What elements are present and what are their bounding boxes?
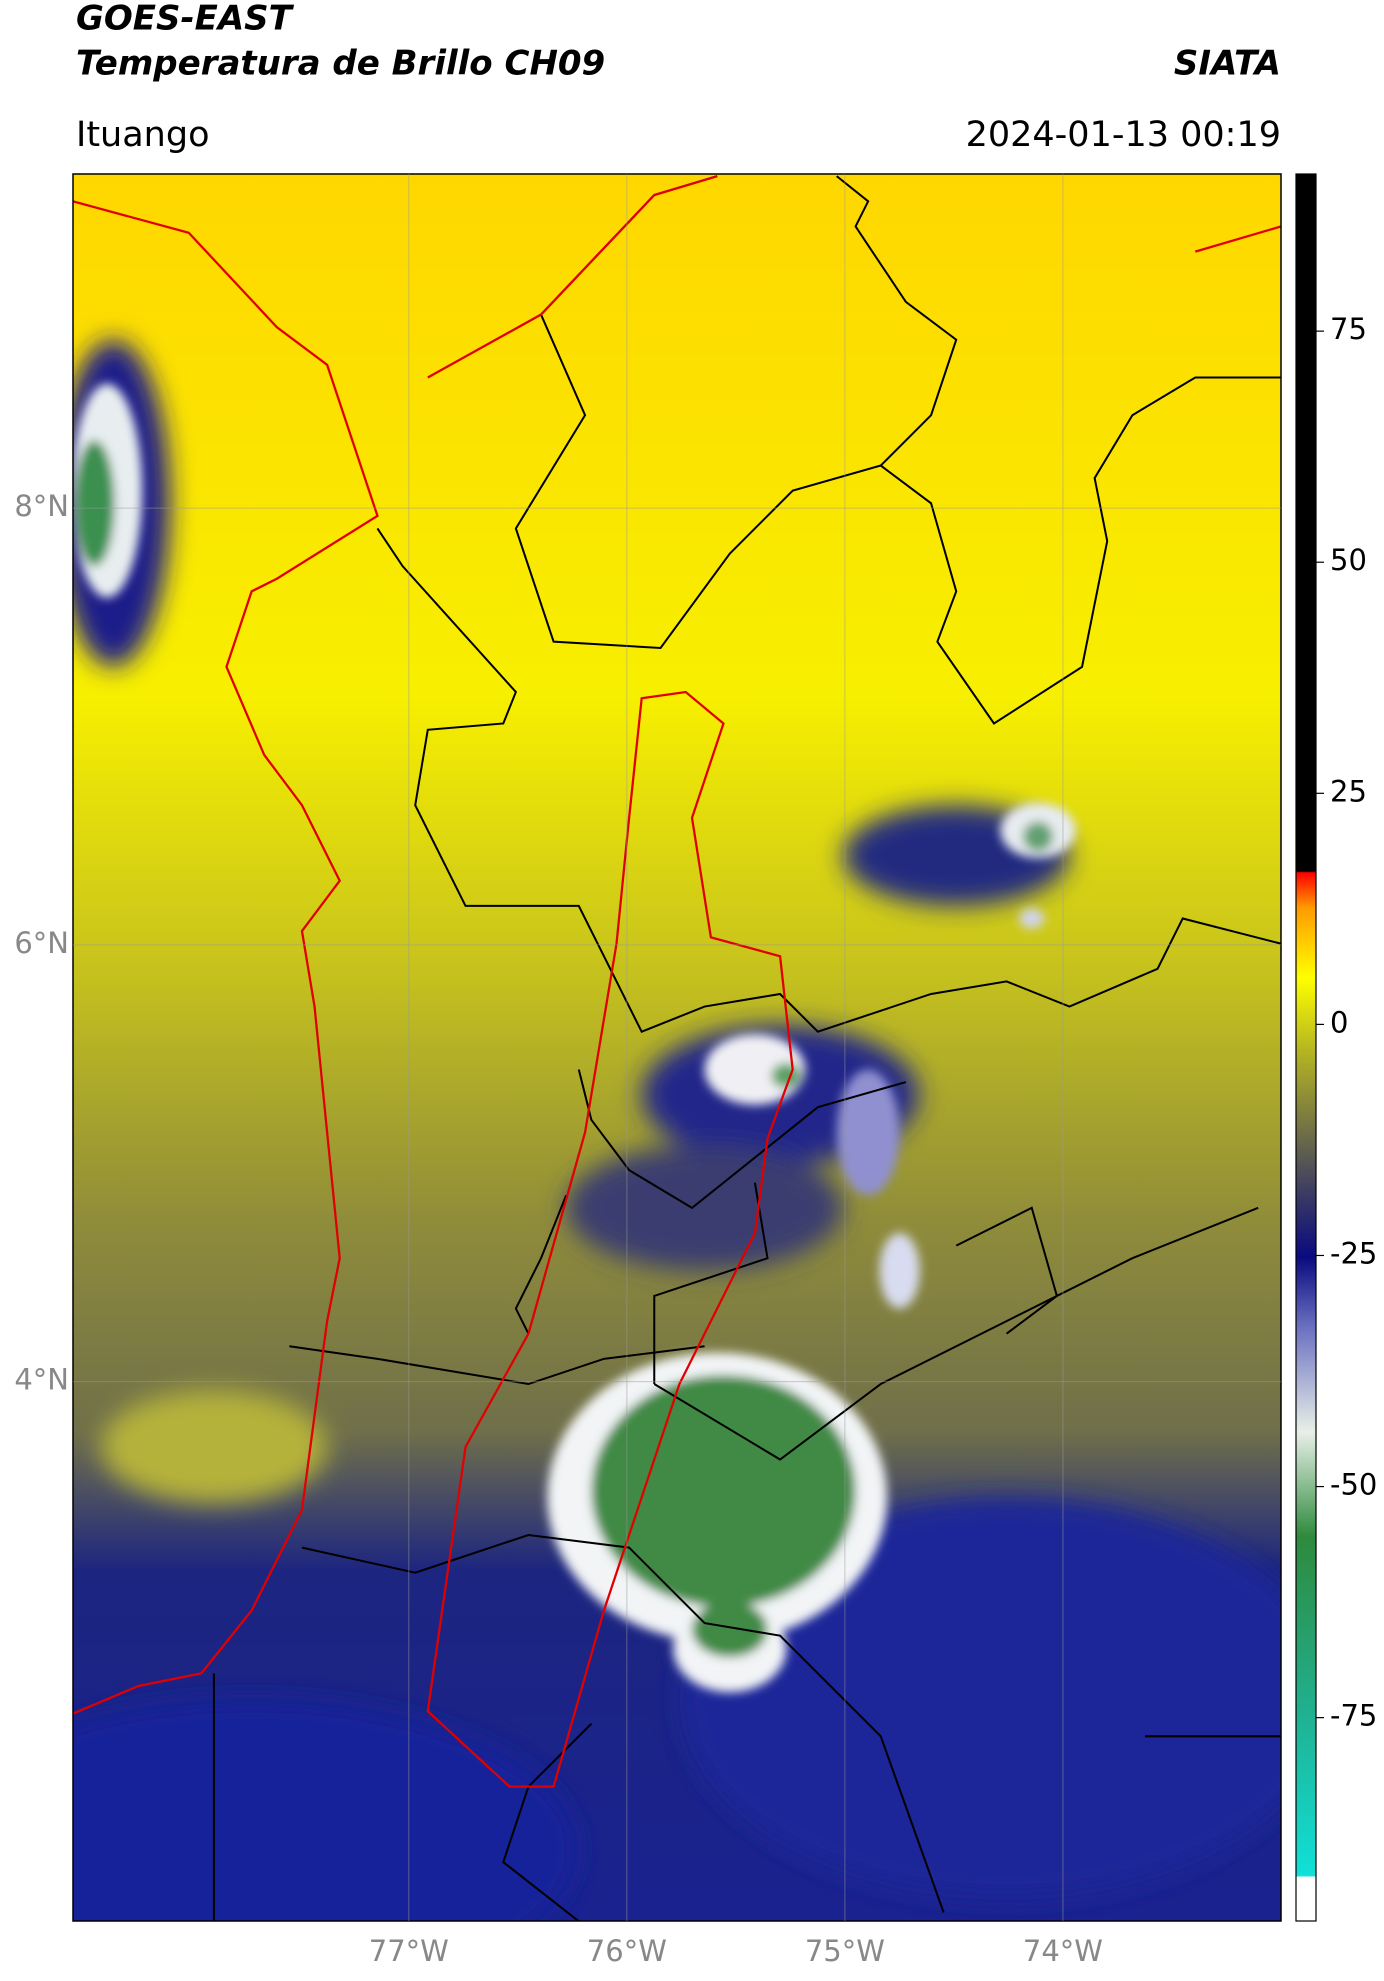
title: GOES-EAST — [76, 0, 295, 39]
x-tick-label: 76°W — [587, 1934, 667, 1968]
colorbar — [1295, 173, 1317, 1922]
x-tick-label: 77°W — [369, 1934, 449, 1968]
y-tick-label: 4°N — [14, 1363, 69, 1397]
location: Ituango — [76, 115, 210, 155]
colorbar-tick-label: -25 — [1330, 1236, 1377, 1270]
y-tick-label: 6°N — [14, 926, 69, 960]
axes: 77°W 76°W 75°W 74°W 4°N 6°N 8°N -75 -50 -25 0 25 50 7… — [14, 174, 1377, 1968]
source: SIATA — [1174, 44, 1281, 84]
colorbar-tick-label: -75 — [1330, 1699, 1377, 1733]
x-tick-label: 74°W — [1023, 1934, 1103, 1968]
colorbar-tick-label: 25 — [1330, 774, 1367, 808]
satellite-image — [73, 174, 1281, 1921]
x-tick-label: 75°W — [805, 1934, 885, 1968]
colorbar-tick-label: 50 — [1330, 543, 1367, 577]
subtitle: Temperatura de Brillo CH09 — [76, 44, 605, 84]
datetime: 2024-01-13 00:19 — [966, 115, 1281, 155]
colorbar-tick-label: 75 — [1330, 312, 1367, 346]
y-tick-label: 8°N — [14, 489, 69, 523]
colorbar-tick-label: 0 — [1330, 1005, 1348, 1039]
map-frame — [72, 173, 1282, 1922]
colorbar-tick-label: -50 — [1330, 1468, 1377, 1502]
